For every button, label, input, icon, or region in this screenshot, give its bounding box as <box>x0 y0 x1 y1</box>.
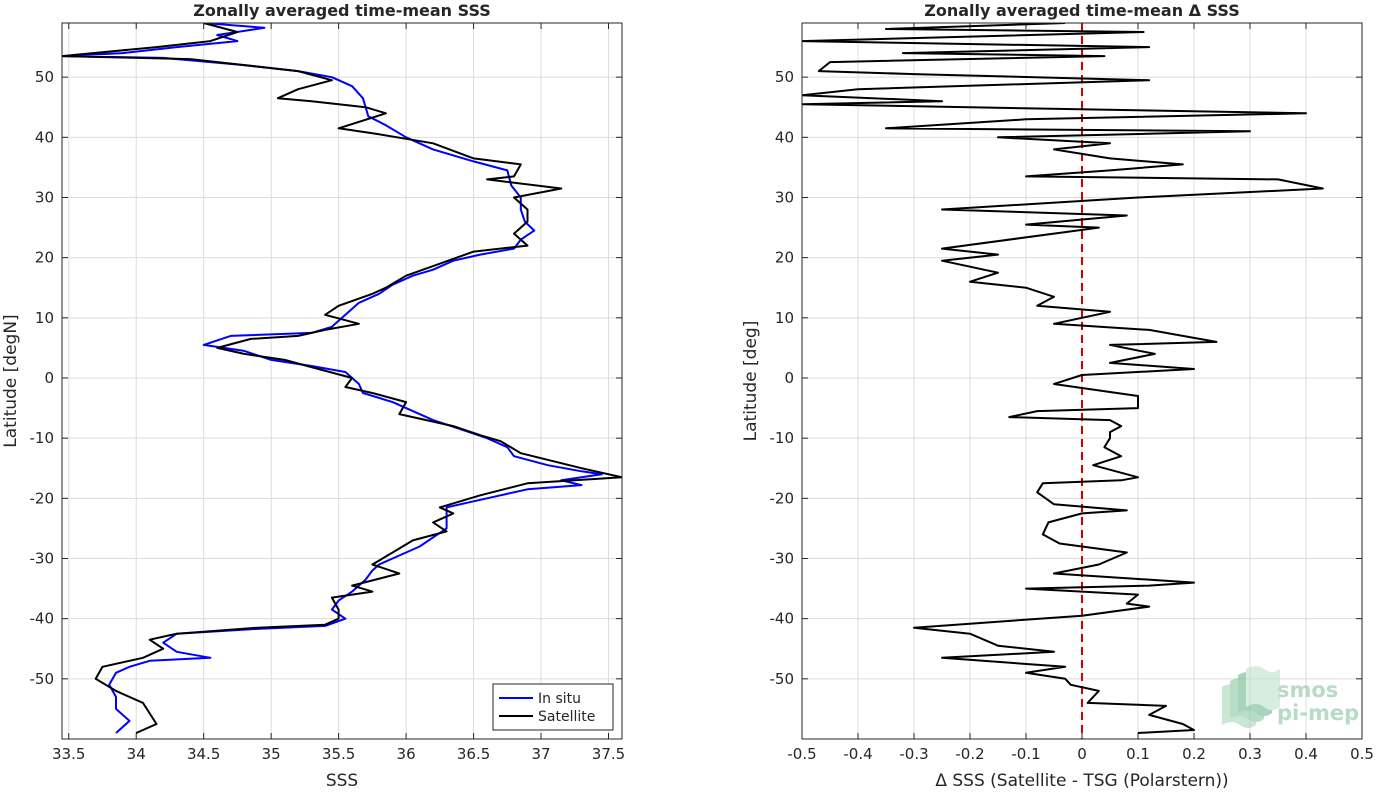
sss-y-tick-label: -30 <box>30 549 55 567</box>
dsss-x-tick-label: -0.4 <box>843 745 872 763</box>
sss-legend: In situ Satellite <box>492 683 614 731</box>
logo-text-pi-mep: pi-mep <box>1277 701 1359 725</box>
dsss-y-tick-label: -30 <box>770 549 795 567</box>
sss-y-axis-label: Latitude [degN] <box>1 314 21 447</box>
dsss-y-tick-label: 30 <box>775 188 794 206</box>
dsss-axes-box <box>801 22 1363 740</box>
dsss-y-tick-label: 0 <box>784 369 794 387</box>
dsss-y-tick-label: -20 <box>770 489 795 507</box>
wave-icon-layer <box>1246 666 1280 710</box>
legend-box <box>492 683 614 731</box>
dsss-x-tick-label: 0.5 <box>1350 745 1374 763</box>
legend-label-satellite: Satellite <box>538 709 595 725</box>
sss-y-tick-label: -50 <box>30 670 55 688</box>
logo-text-smos: smos <box>1277 678 1338 702</box>
dsss-y-tick-label: 10 <box>775 309 794 327</box>
sss-series-group <box>62 23 622 734</box>
sss-y-tick-label: -10 <box>30 429 55 447</box>
sss-y-tick-label: 20 <box>35 249 54 267</box>
sss-x-tick-label: 37.5 <box>592 745 625 763</box>
sss-x-tick-label: 33.5 <box>52 745 85 763</box>
dsss-y-tick-label: 40 <box>775 128 794 146</box>
sss-y-tick-label: 0 <box>44 369 54 387</box>
legend-label-in-situ: In situ <box>538 691 581 707</box>
dsss-x-axis-label: Δ SSS (Satellite - TSG (Polarstern)) <box>935 771 1228 790</box>
sss-series-line-satellite <box>62 23 622 734</box>
sss-series-line-in-situ <box>62 23 603 734</box>
dsss-x-tick-label: -0.2 <box>955 745 984 763</box>
dsss-y-tick-label: 20 <box>775 249 794 267</box>
sss-x-axis-label: SSS <box>326 771 358 790</box>
dsss-x-tick-label: 0 <box>1077 745 1087 763</box>
dsss-y-tick-label: -50 <box>770 670 795 688</box>
dsss-x-tick-label: -0.1 <box>1011 745 1040 763</box>
sss-y-tick-label: 30 <box>35 188 54 206</box>
sss-chart-title: Zonally averaged time-mean SSS <box>193 1 491 20</box>
dsss-series-line-delta <box>802 23 1324 734</box>
dsss-chart-title: Zonally averaged time-mean Δ SSS <box>924 1 1240 20</box>
sss-y-tick-label: 50 <box>35 68 54 86</box>
sss-panel: 33.5 34 34.5 35 35.5 36 36.5 37 37.5 50 40 30 20 10 0 -… <box>1 1 625 791</box>
sss-x-tick-label: 34 <box>127 745 146 763</box>
dsss-series-group <box>802 23 1324 734</box>
dsss-x-tick-label: 0.2 <box>1182 745 1206 763</box>
sss-x-tick-label: 36.5 <box>457 745 490 763</box>
sss-x-tick-label: 35.5 <box>322 745 355 763</box>
sss-y-tick-label: -20 <box>30 489 55 507</box>
sss-plot-area <box>62 23 622 739</box>
dsss-panel: -0.5 -0.4 -0.3 -0.2 -0.1 0 0.1 0.2 0.3 0.4 0.5 50 40… <box>741 1 1374 791</box>
sss-x-tick-label: 37 <box>531 745 550 763</box>
sss-y-tick-label: -40 <box>30 610 55 628</box>
dsss-y-tick-label: -10 <box>770 429 795 447</box>
dsss-x-tick-label: 0.4 <box>1294 745 1318 763</box>
dsss-y-tick-label: -40 <box>770 610 795 628</box>
wave-icon <box>1222 666 1280 728</box>
sss-x-tick-label: 36 <box>397 745 416 763</box>
dsss-x-tick-label: 0.3 <box>1238 745 1262 763</box>
sss-x-tick-label: 34.5 <box>187 745 220 763</box>
dsss-x-tick-label: 0.1 <box>1126 745 1150 763</box>
sss-y-tick-label: 10 <box>35 309 54 327</box>
dsss-y-axis-label: Latitude [deg] <box>741 321 761 442</box>
sss-x-tick-label: 35 <box>262 745 281 763</box>
sss-axes-box <box>61 22 623 740</box>
sss-y-tick-label: 40 <box>35 128 54 146</box>
dsss-y-tick-label: 50 <box>775 68 794 86</box>
dsss-x-tick-label: -0.3 <box>899 745 928 763</box>
dsss-x-tick-label: -0.5 <box>787 745 816 763</box>
